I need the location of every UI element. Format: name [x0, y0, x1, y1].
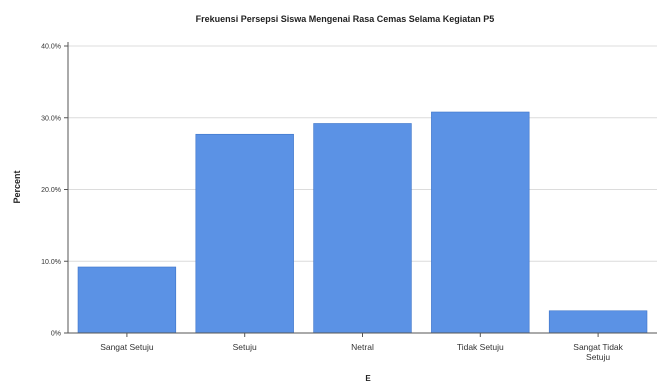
y-tick-label: 20.0% [41, 187, 61, 194]
x-category-label: Netral [351, 342, 374, 352]
x-category-label: Sangat Tidak Setuju [573, 342, 623, 362]
bar [431, 111, 530, 334]
bar [548, 310, 648, 334]
x-axis-title: E [365, 374, 371, 383]
x-category-label: Tidak Setuju [457, 342, 504, 352]
bar [77, 266, 177, 334]
y-tick-label: 30.0% [41, 115, 61, 122]
x-category-label: Setuju [233, 342, 257, 352]
y-tick-label: 40.0% [41, 44, 61, 51]
x-category-label: Sangat Setuju [100, 342, 154, 352]
bar [313, 123, 412, 334]
y-tick-labels: 0% 10.0% 20.0% 30.0% 40.0% [41, 44, 68, 338]
y-axis-title: Percent [12, 170, 22, 203]
y-tick-label: 0% [51, 331, 61, 338]
y-tick-label: 10.0% [41, 259, 61, 266]
bars [77, 111, 648, 334]
x-category-labels: Sangat Setuju Setuju Netral Tidak Setuju San… [100, 333, 624, 362]
bar [195, 133, 294, 334]
chart-title: Frekuensi Persepsi Siswa Mengenai Rasa C… [196, 14, 495, 24]
